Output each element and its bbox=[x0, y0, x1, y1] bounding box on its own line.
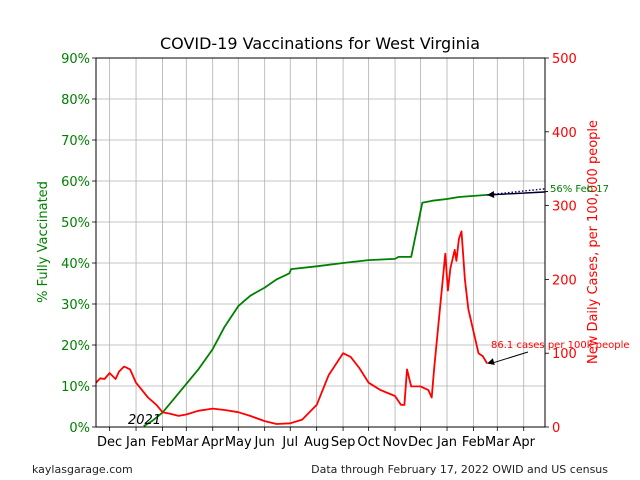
x-tick-label: Oct bbox=[357, 435, 379, 450]
left-tick-label: 10% bbox=[61, 380, 90, 395]
left-tick-label: 0% bbox=[69, 421, 90, 436]
left-tick-label: 20% bbox=[61, 339, 90, 354]
left-tick-label: 60% bbox=[61, 175, 90, 190]
annotation-text: 56% Feb 17 bbox=[550, 184, 609, 195]
chart-title: COVID-19 Vaccinations for West Virginia bbox=[160, 34, 480, 53]
x-tick-label: Sep bbox=[331, 435, 356, 450]
left-tick-label: 90% bbox=[61, 52, 90, 67]
x-tick-label: Jan bbox=[125, 435, 146, 450]
right-axis-label: New Daily Cases, per 100,000 people bbox=[586, 120, 601, 364]
x-tick-label: Jul bbox=[281, 435, 298, 450]
x-tick-label: Mar bbox=[485, 435, 510, 450]
plot-frame bbox=[95, 57, 546, 428]
x-tick-label: Apr bbox=[201, 435, 224, 450]
x-tick-label: Feb bbox=[462, 435, 485, 450]
annotation-arrow-head bbox=[487, 358, 495, 365]
footer-source: Data through February 17, 2022 OWID and … bbox=[311, 463, 608, 476]
x-tick-label: Aug bbox=[304, 435, 329, 450]
left-axis-ticks: 0% 10% 20% 30% 40% 50% 60% 70% 80% 90% bbox=[61, 52, 96, 436]
x-tick-label: Dec bbox=[408, 435, 433, 450]
x-tick-label: Feb bbox=[151, 435, 174, 450]
right-tick-label: 300 bbox=[552, 200, 577, 215]
x-tick-label: Jun bbox=[254, 435, 275, 450]
annotations: 56% Feb 17 86.1 cases per 100k people bbox=[487, 184, 630, 365]
right-tick-label: 0 bbox=[552, 421, 560, 436]
x-tick-label: May bbox=[225, 435, 252, 450]
left-tick-label: 40% bbox=[61, 257, 90, 272]
annotation-arrow-head bbox=[487, 191, 495, 199]
left-tick-label: 30% bbox=[61, 298, 90, 313]
x-tick-label: Jan bbox=[436, 435, 457, 450]
right-tick-label: 400 bbox=[552, 126, 577, 141]
right-tick-label: 500 bbox=[552, 52, 577, 67]
annotation-arrow-line bbox=[490, 351, 529, 364]
annotation-arrow-line bbox=[491, 191, 549, 196]
left-tick-label: 50% bbox=[61, 216, 90, 231]
left-tick-label: 70% bbox=[61, 134, 90, 149]
right-axis-ticks: 0 100 200 300 400 500 bbox=[545, 52, 577, 436]
left-tick-label: 80% bbox=[61, 93, 90, 108]
x-tick-label: Nov bbox=[382, 435, 408, 450]
annotation-text: 86.1 cases per 100k people bbox=[491, 340, 630, 351]
series-line-3 bbox=[96, 230, 488, 425]
x-axis-ticks: Dec Jan Feb Mar Apr May Jun Jul Aug Sep Oct Nov Dec J… bbox=[97, 427, 536, 450]
right-tick-label: 200 bbox=[552, 273, 577, 288]
x-tick-label: Mar bbox=[174, 435, 199, 450]
left-axis-label: % Fully Vaccinated bbox=[36, 181, 51, 303]
right-tick-label: 100 bbox=[552, 347, 577, 362]
footer-site: kaylasgarage.com bbox=[32, 463, 133, 476]
x-tick-label: Dec bbox=[97, 435, 122, 450]
series-line-0 bbox=[143, 194, 488, 427]
year-label: 2021 bbox=[128, 413, 161, 428]
x-tick-label: Apr bbox=[512, 435, 535, 450]
